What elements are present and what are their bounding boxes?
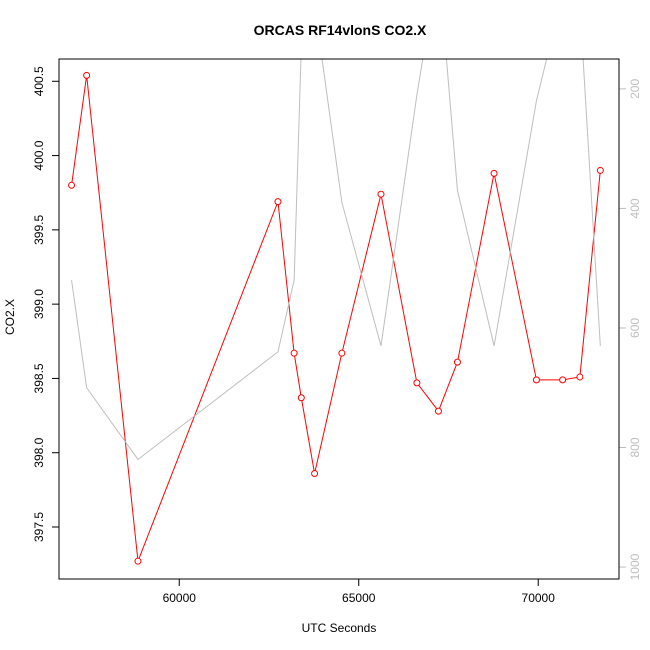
y-tick-label: 399.5	[32, 215, 46, 245]
data-point	[290, 349, 298, 357]
plot-frame	[58, 58, 620, 580]
series-line-right	[71, 59, 601, 461]
y-tick-label: 400.5	[32, 66, 46, 96]
y-axis-right: 200 400 600 800 1000	[619, 79, 642, 580]
x-axis: 60000 65000 70000	[163, 579, 556, 605]
data-point	[453, 358, 461, 366]
data-point	[434, 407, 442, 415]
x-axis-label: UTC Seconds	[302, 621, 377, 635]
chart-title: ORCAS RF14vlonS CO2.X	[254, 22, 427, 38]
data-point	[413, 379, 421, 387]
data-point	[532, 376, 540, 384]
data-point	[68, 181, 76, 189]
series-line-left	[71, 75, 601, 562]
y2-tick-label: 800	[628, 437, 642, 457]
x-tick-label: 60000	[163, 591, 197, 605]
data-point	[338, 349, 346, 357]
y2-tick-label: 200	[628, 79, 642, 99]
x-tick-label: 65000	[342, 591, 376, 605]
data-point	[490, 169, 498, 177]
data-point	[83, 71, 91, 79]
y-tick-label: 400.0	[32, 140, 46, 170]
data-point	[596, 166, 604, 174]
y-axis-left: 397.5 398.0 398.5 399.0 399.5 400.0 400.5	[32, 66, 59, 542]
y2-tick-label: 400	[628, 198, 642, 218]
y-tick-label: 399.0	[32, 289, 46, 319]
data-point	[274, 198, 282, 206]
y2-tick-label: 1000	[628, 553, 642, 580]
y2-tick-label: 600	[628, 318, 642, 338]
y-axis-label: CO2.X	[3, 299, 17, 335]
data-point	[576, 373, 584, 381]
x-tick-label: 70000	[522, 591, 556, 605]
data-point	[134, 557, 142, 565]
data-point	[311, 470, 319, 478]
data-point	[297, 394, 305, 402]
data-point	[559, 376, 567, 384]
y-tick-label: 397.5	[32, 512, 46, 542]
y-tick-label: 398.5	[32, 363, 46, 393]
plot-area	[68, 59, 604, 565]
data-point	[377, 190, 385, 198]
y-tick-label: 398.0	[32, 437, 46, 467]
